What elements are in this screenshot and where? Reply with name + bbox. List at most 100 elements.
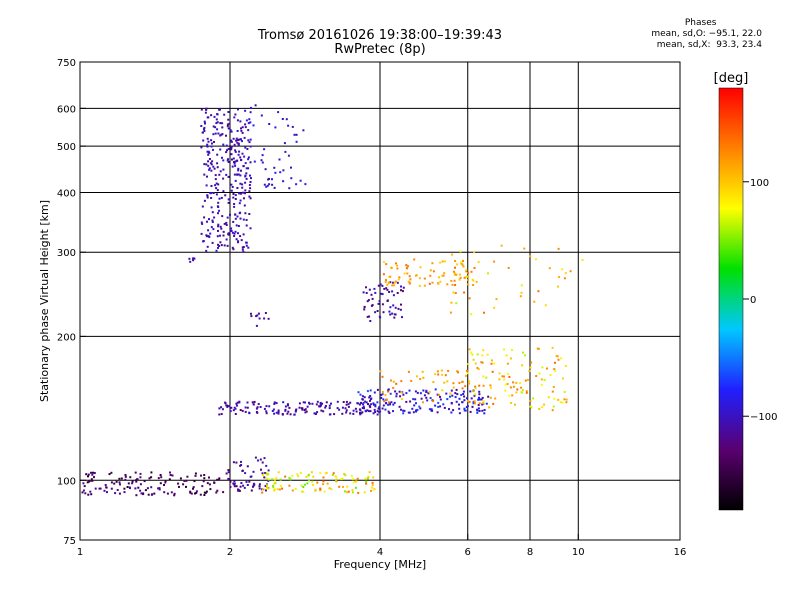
echo-point <box>400 380 403 383</box>
colorbar-tick-label: 0 <box>750 295 756 306</box>
echo-point <box>476 411 479 414</box>
echo-point <box>244 126 247 129</box>
echo-point <box>398 276 401 279</box>
echo-point <box>82 489 85 492</box>
echo-point <box>361 407 364 409</box>
echo-point <box>205 107 208 110</box>
echo-point <box>210 114 213 117</box>
echo-point <box>446 398 449 401</box>
echo-point <box>325 401 328 404</box>
echo-point <box>412 398 415 401</box>
echo-point <box>481 403 484 406</box>
echo-point <box>490 362 493 365</box>
echo-point <box>471 405 474 408</box>
echo-point <box>233 173 236 176</box>
echo-point <box>322 410 325 413</box>
echo-point <box>491 370 494 373</box>
echo-point <box>216 153 219 156</box>
echo-point <box>217 212 219 215</box>
echo-point <box>437 405 440 408</box>
echo-point <box>434 373 437 376</box>
echo-point <box>411 407 414 410</box>
echo-point <box>280 485 282 487</box>
echo-point <box>135 480 138 483</box>
echo-point <box>376 388 379 391</box>
echo-point <box>131 480 134 483</box>
echo-point <box>391 284 394 287</box>
echo-point <box>87 475 89 478</box>
echo-point <box>362 291 365 294</box>
echo-point <box>233 406 236 409</box>
echo-point <box>322 476 325 479</box>
echo-point <box>449 311 452 314</box>
echo-point <box>186 475 189 478</box>
echo-point <box>230 140 233 143</box>
echo-point <box>203 128 205 131</box>
echo-point <box>510 402 513 404</box>
echo-point <box>335 477 338 480</box>
echo-point <box>425 389 428 392</box>
echo-point <box>237 173 240 176</box>
echo-point <box>334 475 337 478</box>
echo-point <box>466 369 468 372</box>
echo-point <box>469 410 472 413</box>
echo-point <box>455 388 458 391</box>
echo-point <box>461 401 464 404</box>
echo-point <box>234 149 237 152</box>
echo-point <box>532 397 535 400</box>
echo-point <box>233 235 236 237</box>
echo-point <box>217 225 220 228</box>
echo-point <box>301 408 304 411</box>
echo-point <box>82 482 85 485</box>
echo-point <box>261 154 264 157</box>
echo-point <box>213 167 216 170</box>
echo-point <box>273 166 276 169</box>
echo-point <box>365 286 367 289</box>
echo-point <box>246 484 249 486</box>
echo-point <box>244 189 247 192</box>
echo-point <box>491 359 493 362</box>
echo-point <box>223 113 226 116</box>
echo-point <box>415 410 418 413</box>
echo-point <box>376 401 379 404</box>
echo-point <box>546 367 548 370</box>
echo-point <box>89 479 92 482</box>
echo-point <box>242 233 245 236</box>
echo-point <box>563 277 566 280</box>
echo-point <box>549 374 552 376</box>
echo-point <box>505 354 508 357</box>
echo-point <box>203 173 206 176</box>
echo-point <box>482 384 485 387</box>
echo-point <box>392 281 395 284</box>
echo-point <box>225 472 228 475</box>
echo-point <box>396 281 399 284</box>
echo-point <box>493 362 496 365</box>
echo-point <box>338 485 341 488</box>
colorbar-unit-label: [deg] <box>714 71 749 86</box>
echo-point <box>83 485 86 488</box>
echo-point <box>373 391 376 394</box>
echo-point <box>372 402 375 405</box>
echo-point <box>164 481 167 484</box>
x-tick-label: 8 <box>527 547 533 558</box>
echo-point <box>231 246 234 249</box>
echo-point <box>459 250 462 253</box>
echo-point <box>134 487 137 490</box>
echo-point <box>490 386 492 389</box>
echo-point <box>250 106 252 109</box>
echo-point <box>314 488 317 491</box>
echo-point <box>281 118 284 120</box>
echo-point <box>143 480 146 483</box>
echo-point <box>248 480 251 483</box>
echo-point <box>139 489 142 492</box>
echo-point <box>208 236 211 238</box>
echo-point <box>384 281 387 284</box>
echo-point <box>511 349 513 351</box>
echo-point <box>450 411 453 414</box>
echo-point <box>467 283 470 286</box>
echo-point <box>450 279 453 282</box>
echo-point <box>263 183 266 186</box>
echo-point <box>423 277 426 280</box>
echo-point <box>388 412 391 414</box>
echo-point <box>209 162 212 165</box>
